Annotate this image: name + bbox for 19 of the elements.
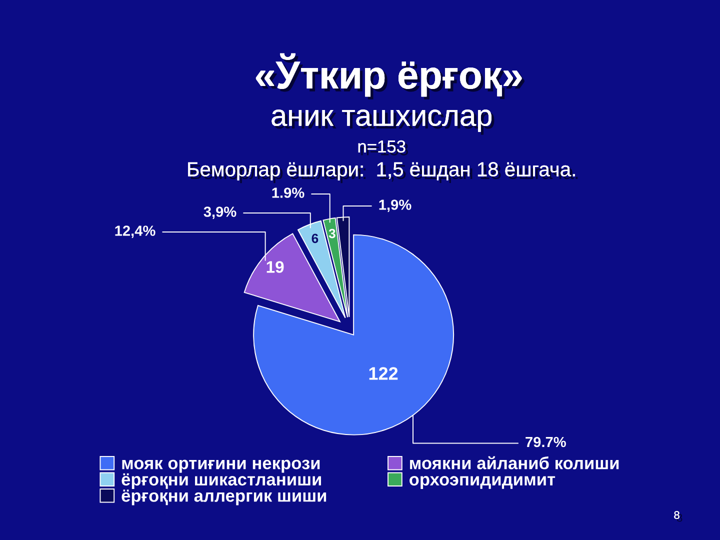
chart-subtitle: аник ташхислар <box>272 110 494 135</box>
data-label: 6 <box>312 234 318 244</box>
data-label: 19 <box>266 261 284 273</box>
text: 8 <box>674 511 682 522</box>
chart-title: «Ўткир ёрғоқ» <box>256 53 524 100</box>
text: 1,9% <box>379 200 412 212</box>
text: 1.9% <box>272 188 304 198</box>
text: Беморлар ёшлари: 1,5 ёшдан 18 ёшгача. <box>188 162 578 184</box>
data-label: 3 <box>328 228 336 238</box>
legend-label: орхоэпидидимит <box>410 476 556 490</box>
legend-label: ёрғоқни аллергик шиши <box>122 490 326 506</box>
text: n=153 <box>358 140 408 156</box>
text: 12,4% <box>115 226 156 238</box>
data-label: 122 <box>369 367 398 380</box>
legend-label: моякни айланиб колиши <box>410 456 619 470</box>
legend-label: мояк ортиғини некрози <box>122 460 320 473</box>
text: 3,9% <box>204 206 236 220</box>
legend-label: ёрғоқни шикастланиши <box>122 473 322 490</box>
text: 79.7% <box>526 436 566 448</box>
